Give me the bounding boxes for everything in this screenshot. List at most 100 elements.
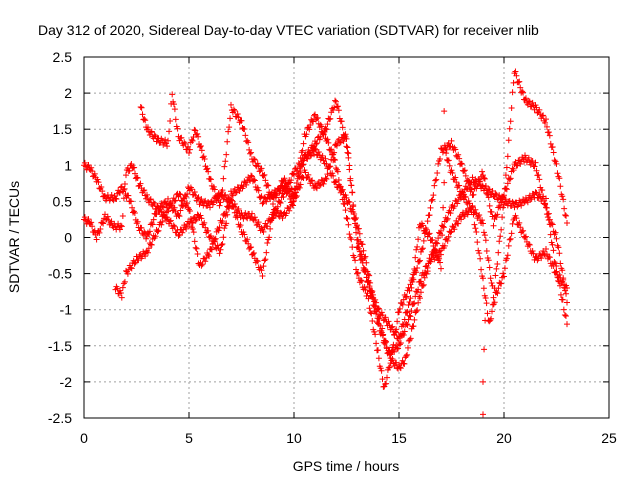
data-point: [232, 189, 239, 196]
data-point: [508, 230, 515, 237]
data-point: [404, 351, 411, 358]
data-point: [329, 151, 336, 158]
data-point: [253, 222, 260, 229]
data-point: [265, 182, 272, 189]
data-point: [99, 188, 106, 195]
data-point: [362, 286, 369, 293]
data-point: [373, 299, 380, 306]
data-point: [226, 124, 233, 131]
data-point: [179, 229, 186, 236]
data-point: [258, 165, 265, 172]
data-point: [351, 211, 358, 218]
data-point: [230, 106, 237, 113]
data-point: [364, 278, 371, 285]
data-point: [493, 289, 500, 296]
data-point: [226, 205, 233, 212]
data-point: [505, 137, 512, 144]
data-point: [513, 72, 520, 79]
data-point: [189, 225, 196, 232]
data-point: [209, 240, 216, 247]
data-point: [207, 232, 214, 239]
data-point: [257, 264, 264, 271]
data-point: [342, 207, 349, 214]
data-point: [349, 244, 356, 251]
data-point: [433, 176, 440, 183]
data-point: [426, 230, 433, 237]
data-point: [338, 118, 345, 125]
data-point: [499, 214, 506, 221]
data-point: [390, 341, 397, 348]
data-point: [410, 271, 417, 278]
data-point: [138, 104, 145, 111]
data-point: [264, 239, 271, 246]
data-point: [408, 284, 415, 291]
data-point: [543, 123, 550, 130]
x-tick-label: 25: [601, 430, 617, 446]
data-point: [470, 179, 477, 186]
data-point: [359, 241, 366, 248]
data-point: [343, 214, 350, 221]
data-point: [417, 278, 424, 285]
data-point: [443, 216, 450, 223]
data-point: [373, 340, 380, 347]
data-point: [178, 134, 185, 141]
data-point: [542, 201, 549, 208]
data-point: [260, 172, 267, 179]
data-point: [452, 146, 459, 153]
data-point: [480, 229, 487, 236]
y-tick-label: -1: [60, 302, 73, 318]
data-point: [322, 175, 329, 182]
data-point: [137, 180, 144, 187]
data-point: [557, 183, 564, 190]
data-point: [372, 331, 379, 338]
data-point: [476, 250, 483, 257]
data-point: [452, 174, 459, 181]
data-point: [385, 318, 392, 325]
data-point: [415, 286, 422, 293]
data-point: [196, 143, 203, 150]
data-point: [194, 130, 201, 137]
data-point: [221, 225, 228, 232]
data-point: [462, 172, 469, 179]
data-point: [525, 98, 532, 105]
data-point: [91, 170, 98, 177]
data-point: [318, 123, 325, 130]
data-point: [234, 111, 241, 118]
data-point: [394, 318, 401, 325]
data-point: [489, 308, 495, 315]
data-point: [131, 164, 138, 171]
data-point: [563, 212, 570, 219]
data-point: [197, 143, 204, 150]
data-point: [485, 194, 492, 201]
data-point: [353, 224, 360, 231]
data-point: [369, 288, 376, 295]
data-point: [345, 154, 352, 161]
data-point: [319, 152, 326, 159]
data-point: [461, 212, 468, 219]
data-point: [375, 347, 381, 354]
data-point: [485, 257, 492, 264]
data-point: [352, 257, 359, 264]
data-point: [550, 149, 557, 156]
data-point: [431, 182, 438, 189]
data-point: [262, 177, 269, 184]
data-point: [250, 249, 257, 256]
data-point: [409, 274, 416, 281]
data-point: [442, 145, 449, 152]
data-point: [480, 275, 486, 282]
data-point: [151, 132, 158, 139]
data-point: [291, 195, 297, 202]
data-point: [348, 182, 355, 189]
data-point: [277, 183, 284, 190]
data-point: [292, 186, 299, 193]
data-point: [131, 209, 138, 216]
data-point: [346, 231, 353, 238]
data-point: [337, 139, 344, 146]
data-point: [559, 193, 566, 200]
data-point: [435, 235, 442, 242]
data-point: [210, 183, 217, 190]
data-point: [533, 189, 540, 196]
data-point: [410, 300, 417, 307]
data-point: [191, 126, 198, 133]
data-point: [148, 128, 155, 135]
